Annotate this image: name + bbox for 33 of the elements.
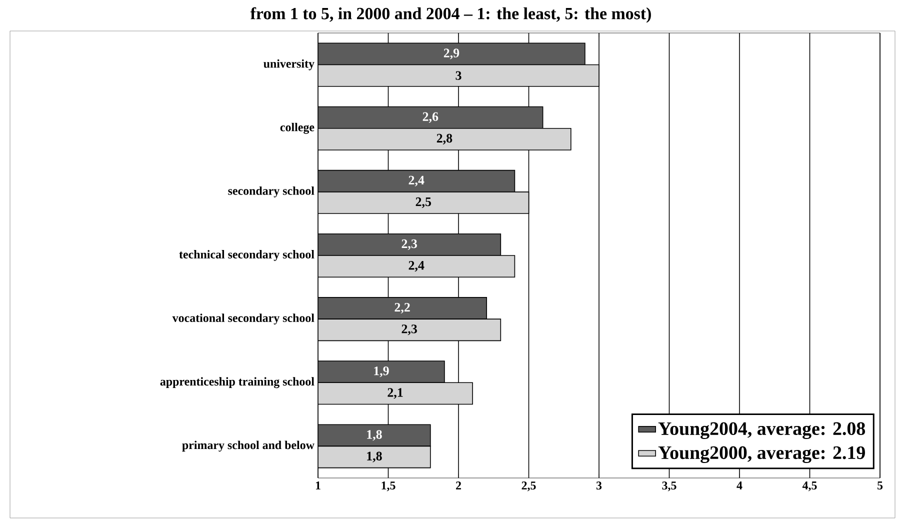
x-tick-label: 1 <box>316 482 320 490</box>
data-label: 2,8 <box>436 134 452 144</box>
x-tick-label: 5 <box>878 482 883 490</box>
legend-label: Young2004, average: 2.08 <box>658 422 866 440</box>
data-label: 1,8 <box>367 430 382 441</box>
data-label: 3 <box>456 71 462 80</box>
data-label: 2,5 <box>416 197 431 208</box>
y-tick-label: college <box>280 122 314 134</box>
x-tick-label: 4,5 <box>802 482 817 492</box>
data-label: 2,9 <box>444 48 460 60</box>
data-label: 2,4 <box>408 176 424 186</box>
y-tick-label: apprenticeship training school <box>160 377 314 388</box>
y-tick-label: primary school and below <box>182 440 314 452</box>
y-tick-label: university <box>264 59 314 70</box>
data-label: 2,6 <box>422 112 438 123</box>
x-tick-label: 3,5 <box>662 482 676 492</box>
x-tick-label: 3 <box>596 482 602 490</box>
data-label: 2,1 <box>388 388 403 399</box>
data-label: 2,3 <box>402 239 417 250</box>
y-tick-label: secondary school <box>228 186 314 198</box>
data-label: 2,3 <box>402 324 417 336</box>
data-label: 2,4 <box>408 261 424 272</box>
y-tick-label: vocational secondary school <box>172 314 314 324</box>
data-label: 1,8 <box>367 452 382 462</box>
x-tick-label: 2 <box>456 482 461 490</box>
x-tick-label: 4 <box>736 482 742 490</box>
data-label: 1,9 <box>374 366 389 378</box>
x-tick-label: 2,5 <box>522 482 536 492</box>
legend-label: Young2000, average: 2.19 <box>658 446 865 464</box>
data-label: 2,2 <box>394 302 410 314</box>
chart-title: from 1 to 5, in 2000 and 2004 – 1: the least, 5: the most) <box>250 7 651 23</box>
x-tick-label: 1,5 <box>382 482 396 492</box>
y-tick-label: technical secondary school <box>179 250 314 261</box>
